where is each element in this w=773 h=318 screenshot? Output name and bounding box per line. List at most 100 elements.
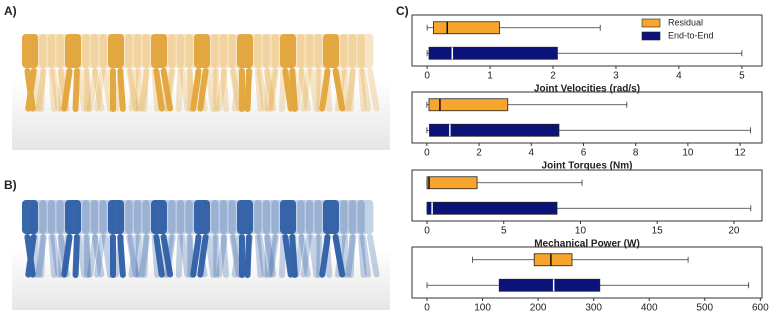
robot-leg [141,67,149,112]
robot-figure [288,200,311,278]
robot-figure [216,200,242,278]
robot-figure [73,200,92,278]
legend-swatch [641,31,661,41]
robot-figure [47,34,70,112]
box [426,176,478,190]
robot-leg [205,233,217,278]
robot-figure [133,200,150,278]
robot-figure [176,34,195,112]
robot-leg [94,67,106,112]
robot-leg [345,67,357,112]
robot-leg [135,68,142,112]
robot-leg [290,234,297,278]
robot-leg [190,233,202,278]
robot-leg [25,233,37,278]
robot-torso [168,200,185,234]
robot-leg [254,67,264,112]
robot-leg [267,67,279,112]
plot-frame [411,246,763,299]
robot-leg [76,233,88,278]
robot-leg [244,233,252,278]
robot-leg [220,233,230,278]
x-tick-label: 600 [752,303,769,313]
robot-figure [280,34,298,112]
robot-leg [179,233,191,278]
robot-leg [366,233,380,278]
robot-leg [190,67,202,112]
robot-torso [65,34,81,68]
robot-leg [91,233,105,278]
robot-torso [194,200,210,234]
robot-leg [210,233,218,278]
x-tick-label: 0 [424,303,430,313]
robot-leg [220,67,230,112]
robot-torso [331,200,348,234]
robot-figure [288,34,311,112]
robot-leg [345,233,357,278]
robot-leg [117,67,126,112]
robot-torso [305,200,322,234]
robot-figure [331,34,348,112]
robot-leg [82,67,92,112]
x-tick-label: 1 [487,71,493,82]
x-tick-label: 15 [652,226,664,237]
robot-figure [293,200,314,278]
x-tick-label: 6 [581,148,587,159]
robot-torso [305,34,322,68]
robot-figure [202,200,219,278]
robot-torso [90,200,107,234]
robot-leg [213,68,220,112]
robot-leg [347,233,356,278]
robot-leg [162,233,175,278]
robot-figure [190,200,210,278]
robot-figure [241,200,264,278]
robot-leg [319,67,331,112]
robot-torso [125,200,142,234]
robot-torso [22,200,38,234]
robot-leg [334,233,346,278]
robot-torso [194,34,210,68]
robot-leg [153,67,165,112]
robot-torso [254,200,271,234]
robot-leg [366,67,380,112]
robot-leg [84,68,91,112]
robot-leg [61,67,73,112]
robot-leg [266,233,278,278]
box [433,21,500,35]
x-axis-label: Joint Velocities (rad/s) [534,84,640,95]
robot-figure [254,34,277,112]
x-tick-label: 3 [613,71,619,82]
robot-torso [331,34,348,68]
box [428,46,558,60]
robot-leg [289,233,298,278]
robot-torso [30,34,47,68]
plot-frame [411,14,763,67]
robot-leg [112,233,125,278]
robot-torso [323,34,339,68]
robot-leg [205,67,217,112]
robot-leg [160,233,174,278]
robot-figure [237,200,253,278]
robot-leg [112,67,125,112]
x-tick-label: 5 [739,71,745,82]
robot-figure [280,200,298,278]
robot-torso [82,34,99,68]
robot-torso [159,200,176,234]
robot-leg [35,233,47,278]
robot-leg [87,233,99,278]
robot-figure [176,200,195,278]
robot-leg [359,67,372,112]
robot-torso [176,200,193,234]
robot-figure [22,200,38,278]
robot-leg [229,67,242,112]
x-tick-label: 4 [528,148,534,159]
robot-torso [348,200,365,234]
robot-torso [168,34,185,68]
robot-leg [358,233,367,278]
robot-torso [73,200,90,234]
robot-leg [110,234,116,278]
robot-figure [254,200,277,278]
robot-leg [244,67,252,112]
robot-leg [239,68,245,112]
